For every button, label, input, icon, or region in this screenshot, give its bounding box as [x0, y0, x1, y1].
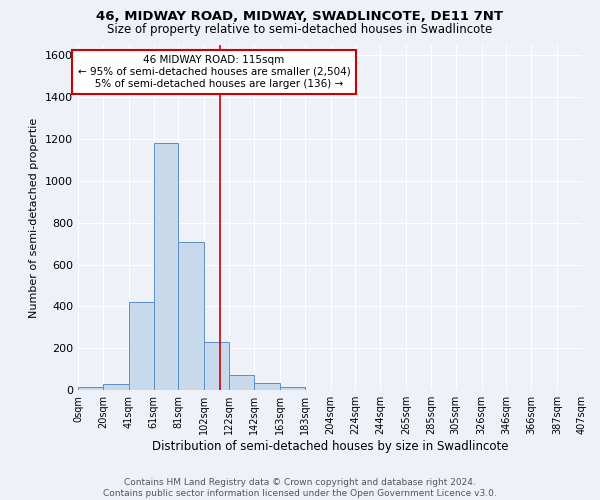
Bar: [103, 384, 129, 390]
Bar: [205, 342, 229, 390]
Bar: [129, 302, 154, 390]
X-axis label: Distribution of semi-detached houses by size in Swadlincote: Distribution of semi-detached houses by …: [152, 440, 508, 453]
Text: 46, MIDWAY ROAD, MIDWAY, SWADLINCOTE, DE11 7NT: 46, MIDWAY ROAD, MIDWAY, SWADLINCOTE, DE…: [97, 10, 503, 23]
Text: Contains HM Land Registry data © Crown copyright and database right 2024.
Contai: Contains HM Land Registry data © Crown c…: [103, 478, 497, 498]
Bar: [154, 144, 178, 390]
Text: 46 MIDWAY ROAD: 115sqm
← 95% of semi-detached houses are smaller (2,504)
   5% o: 46 MIDWAY ROAD: 115sqm ← 95% of semi-det…: [78, 56, 350, 88]
Bar: [78, 388, 103, 390]
Bar: [178, 242, 205, 390]
Bar: [280, 387, 305, 390]
Text: Size of property relative to semi-detached houses in Swadlincote: Size of property relative to semi-detach…: [107, 22, 493, 36]
Bar: [254, 382, 280, 390]
Y-axis label: Number of semi-detached propertie: Number of semi-detached propertie: [29, 118, 40, 318]
Bar: [229, 376, 254, 390]
